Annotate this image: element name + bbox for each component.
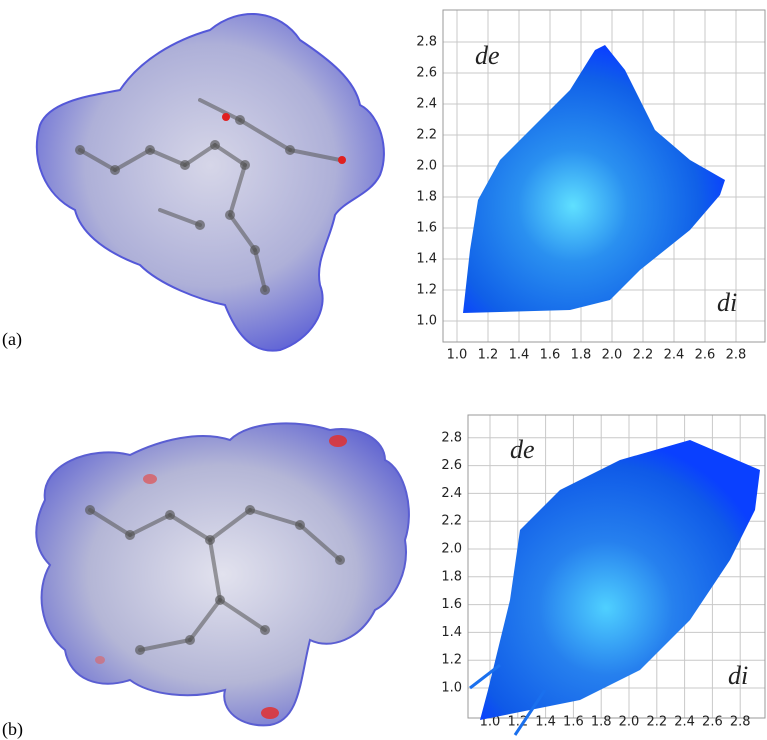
- x-tick-label: 1.2: [478, 348, 499, 363]
- x-tick-label: 2.6: [702, 715, 723, 730]
- fingerprint-spike: [469, 663, 501, 690]
- y-tick-label: 1.0: [441, 681, 462, 696]
- y-tick-label: 2.8: [416, 35, 437, 50]
- x-tick-label: 2.2: [633, 348, 654, 363]
- y-tick-label: 1.0: [416, 314, 437, 329]
- x-tick-label: 1.8: [591, 715, 612, 730]
- y-tick-label: 1.6: [441, 597, 462, 612]
- x-tick-label: 1.6: [563, 715, 584, 730]
- panel-label: (a): [2, 329, 22, 350]
- y-tick-label: 2.8: [441, 430, 462, 445]
- y-tick-label: 1.8: [416, 190, 437, 205]
- x-tick-label: 1.4: [535, 715, 556, 730]
- x-tick-label: 2.8: [730, 715, 751, 730]
- plot-frame: [442, 9, 766, 343]
- y-tick-label: 2.0: [441, 542, 462, 557]
- fingerprint-density: [480, 440, 760, 720]
- panel-label: (b): [2, 719, 23, 740]
- x-tick-label: 1.8: [571, 348, 592, 363]
- x-tick-label: 2.0: [602, 348, 623, 363]
- y-tick-label: 1.2: [416, 283, 437, 298]
- y-axis-label: de: [475, 41, 500, 70]
- y-tick-label: 2.6: [441, 458, 462, 473]
- y-tick-label: 2.2: [416, 128, 437, 143]
- x-tick-label: 2.6: [695, 348, 716, 363]
- y-axis-label: de: [510, 435, 535, 464]
- x-tick-label: 1.0: [447, 348, 468, 363]
- x-tick-label: 2.4: [674, 715, 695, 730]
- fingerprint-density: [463, 45, 725, 313]
- y-tick-label: 1.4: [416, 252, 437, 267]
- y-tick-label: 1.6: [416, 221, 437, 236]
- y-tick-label: 2.0: [416, 159, 437, 174]
- x-tick-label: 1.2: [507, 715, 528, 730]
- x-tick-label: 2.2: [646, 715, 667, 730]
- plot-frame: [467, 414, 766, 719]
- hirshfeld-surface: [35, 422, 410, 727]
- x-axis-label: di: [717, 288, 737, 317]
- x-tick-label: 2.0: [619, 715, 640, 730]
- hirshfeld-surface: [35, 13, 385, 352]
- x-tick-label: 2.8: [726, 348, 747, 363]
- x-axis-label: di: [728, 661, 748, 690]
- y-tick-label: 1.2: [441, 653, 462, 668]
- y-tick-label: 1.4: [441, 625, 462, 640]
- y-tick-label: 1.8: [441, 569, 462, 584]
- y-tick-label: 2.6: [416, 66, 437, 81]
- x-tick-label: 2.4: [664, 348, 685, 363]
- y-tick-label: 2.2: [441, 514, 462, 529]
- y-tick-label: 2.4: [441, 486, 462, 501]
- y-tick-label: 2.4: [416, 97, 437, 112]
- x-tick-label: 1.4: [509, 348, 530, 363]
- fingerprint-spike: [513, 689, 547, 736]
- x-tick-label: 1.6: [540, 348, 561, 363]
